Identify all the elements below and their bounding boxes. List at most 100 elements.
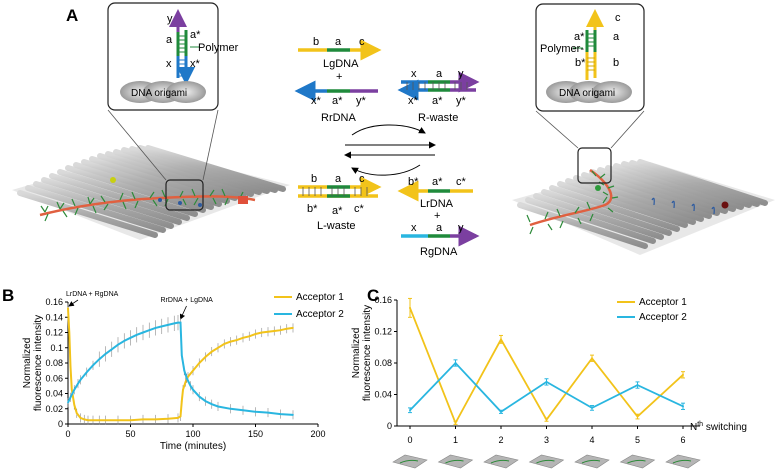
origami-thumbnail-polymer (445, 459, 464, 464)
chart-b-ytick-label: 0.02 (45, 404, 63, 414)
chart-c-ytick-label: 0.12 (374, 327, 392, 337)
lr-name: LrDNA (420, 198, 454, 210)
lz-polymer: Polymer (198, 42, 239, 54)
lwaste-duplex (298, 176, 382, 198)
chart-b-point (83, 418, 86, 421)
chart-b-point (217, 405, 219, 408)
chart-b-point (77, 382, 79, 385)
chart-b-point (198, 395, 201, 398)
chart-b-point (129, 419, 132, 421)
chart-c-legend-1: Acceptor 1 (639, 297, 687, 308)
chart-b-point (217, 346, 219, 349)
rz-polymer: Polymer- (540, 43, 584, 55)
chart-b-point (267, 330, 269, 333)
chart-b-point (69, 396, 72, 399)
chart-b-point (85, 371, 88, 373)
lw-b: b (311, 173, 317, 185)
chart-b-annotation-arrow-2 (179, 305, 187, 320)
chart-b-point (69, 366, 72, 368)
chart-b-point (117, 343, 119, 346)
chart-b-ytick-label: 0.12 (45, 328, 63, 338)
rr-y-star: y* (356, 95, 367, 107)
rg-a: a (436, 222, 443, 234)
chart-b-point (104, 419, 107, 421)
lz-origami: DNA origami (131, 88, 187, 99)
chart-c-line (409, 361, 684, 413)
chart-b-point (129, 337, 132, 339)
chart-c-point (591, 406, 593, 409)
chart-b-point (229, 407, 232, 410)
lr-b-star: b* (408, 176, 419, 188)
chart-b-point (254, 333, 257, 335)
lz-x-star: x* (190, 58, 201, 70)
chart-c-point (500, 338, 502, 341)
chart-c-xtick-label: 3 (544, 435, 549, 445)
chart-b-point (98, 358, 101, 360)
chart-b-series-1 (67, 303, 294, 425)
chart-c-point (409, 409, 411, 412)
chart-b-point (192, 369, 194, 372)
origami-thumbnail-polymer (399, 459, 419, 464)
chart-c-series-1 (408, 297, 685, 426)
chart-b-point (98, 419, 101, 421)
right-zoom-box (535, 3, 645, 184)
origami-thumbnail-polymer (672, 459, 692, 464)
lw-name: L-waste (317, 220, 356, 232)
chart-b-point (235, 339, 238, 341)
chart-b-point (177, 321, 179, 324)
chart-b-annotation-arrow-1 (68, 299, 79, 307)
lr-a-star: a* (432, 176, 443, 188)
chart-b-point (142, 331, 144, 334)
rz-a: a (613, 31, 620, 43)
rz-c: c (615, 12, 621, 24)
chart-b-annotation-1: LrDNA + RgDNA (66, 291, 119, 298)
chart-b-annotation-2: RrDNA + LgDNA (161, 297, 214, 304)
chart-c-ylabel-line2: fluorescence intensity (362, 305, 373, 401)
chart-b-point (180, 400, 183, 402)
chart-c-point (500, 410, 502, 413)
chart-b-ytick-label: 0 (58, 419, 63, 429)
reaction-arrows (344, 124, 436, 176)
chart-b-point (67, 401, 69, 404)
origami-thumbnail-tile (619, 454, 656, 469)
chart-c-point (454, 421, 457, 424)
chart-b-legend: Acceptor 1 Acceptor 2 (274, 292, 344, 320)
origami-thumbnail-polymer (536, 459, 555, 464)
lr-c-star: c* (456, 176, 467, 188)
chart-b-point (67, 307, 69, 309)
chart-b-point (123, 340, 126, 342)
origami-thumbnail-tile (574, 454, 610, 469)
chart-c-point (545, 418, 548, 421)
lg-name: LgDNA (323, 58, 359, 70)
rr-name: RrDNA (321, 112, 356, 124)
chart-c-legend: Acceptor 1 Acceptor 2 (617, 297, 687, 323)
chart-b-point (92, 419, 94, 421)
rr-a-star: a* (332, 95, 343, 107)
chart-c-ytick-label: 0 (387, 421, 392, 431)
chart-c-point (636, 384, 639, 387)
origami-thumbnail-tile (483, 454, 519, 469)
chart-c-xtick-label: 0 (407, 435, 412, 445)
lz-y: y (167, 13, 173, 25)
chart-b-point (75, 412, 78, 415)
rz-b: b (613, 57, 619, 69)
origami-thumbnail-polymer (581, 459, 601, 464)
chart-b-point (187, 375, 189, 378)
origami-thumbnail (437, 454, 474, 469)
lw-b-star: b* (307, 203, 318, 215)
chart-b-point (279, 413, 282, 415)
origami-thumbnail (665, 454, 701, 469)
rz-origami: DNA origami (559, 88, 615, 99)
chart-c-legend-2: Acceptor 2 (639, 312, 687, 323)
lw-c: c (359, 173, 365, 185)
rw-a: a (436, 68, 443, 80)
chart-b-point (267, 411, 269, 414)
rw-y: y (458, 68, 464, 80)
chart-c-ytick-label: 0.04 (374, 390, 392, 400)
chart-b-xtick-label: 150 (248, 429, 263, 439)
chart-b-xtick-label: 50 (125, 429, 135, 439)
chart-b-point (154, 418, 157, 421)
chart-b-point (183, 369, 186, 372)
chart-b-point (154, 327, 157, 329)
